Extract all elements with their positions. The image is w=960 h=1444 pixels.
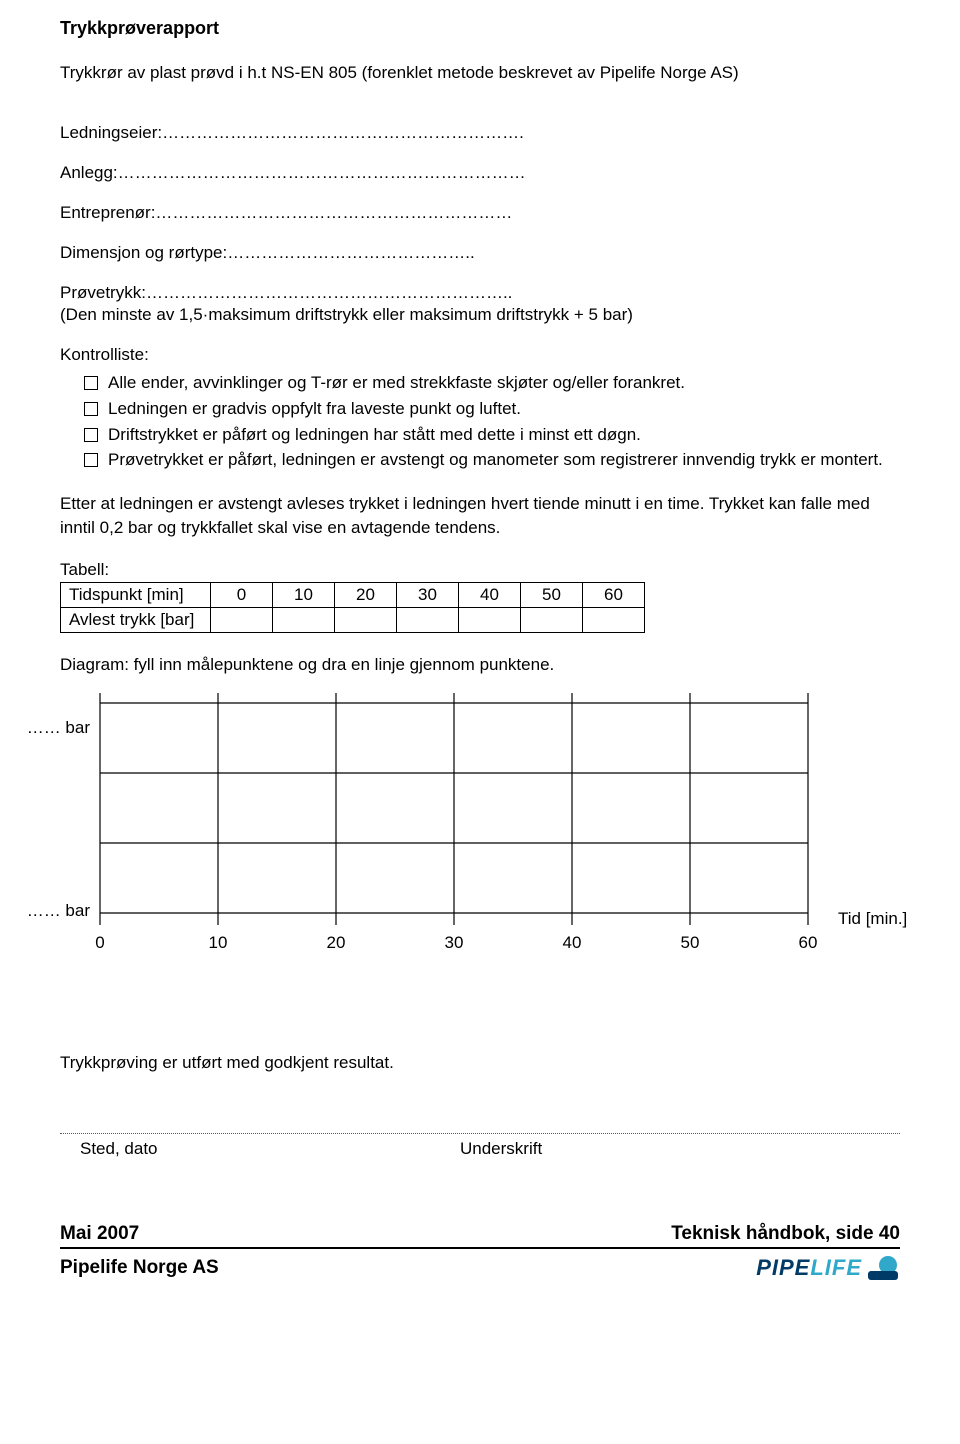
table-cell: 50 [521,582,583,607]
chart-grid [0,693,920,953]
table-cell: 0 [211,582,273,607]
table-cell: 20 [335,582,397,607]
checklist-head: Kontrolliste: [60,345,900,365]
field-note: (Den minste av 1,5·maksimum driftstrykk … [60,305,900,325]
page-footer: Mai 2007 Teknisk håndbok, side 40 Pipeli… [60,1223,900,1283]
x-tick-label: 50 [670,933,710,953]
check-item: Driftstrykket er påført og ledningen har… [60,423,900,447]
footer-page-ref: Teknisk håndbok, side 40 [671,1223,900,1245]
table-head: Tabell: [60,560,900,580]
table-row: Tidspunkt [min] 0 10 20 30 40 50 60 [61,582,645,607]
field-contractor: Entreprenør:……………………………………………………… [60,203,900,223]
table-cell: Tidspunkt [min] [61,582,211,607]
field-owner: Ledningseier:………………………………………………………. [60,123,900,143]
result-statement: Trykkprøving er utført med godkjent resu… [60,1053,900,1073]
table-cell [397,607,459,632]
footer-company: Pipelife Norge AS [60,1257,219,1279]
instruction-paragraph: Etter at ledningen er avstengt avleses t… [60,492,900,540]
field-dimension: Dimensjon og rørtype:…………………………………….. [60,243,900,263]
table-cell [459,607,521,632]
footer-date: Mai 2007 [60,1223,139,1245]
x-tick-label: 30 [434,933,474,953]
table-cell: 40 [459,582,521,607]
logo-icon [866,1253,900,1283]
field-plant: Anlegg:……………………………………………………………… [60,163,900,183]
x-tick-label: 20 [316,933,356,953]
report-subtitle: Trykkrør av plast prøvd i h.t NS-EN 805 … [60,63,900,83]
table-cell [521,607,583,632]
table-cell [335,607,397,632]
x-tick-label: 0 [80,933,120,953]
checklist: Alle ender, avvinklinger og T-rør er med… [60,371,900,472]
table-cell: 30 [397,582,459,607]
x-tick-label: 10 [198,933,238,953]
x-axis-caption: Tid [min.] [838,909,907,929]
signature-line [60,1133,900,1134]
report-title: Trykkprøverapport [60,18,900,39]
table-cell: 10 [273,582,335,607]
check-item: Prøvetrykket er påført, ledningen er avs… [60,448,900,472]
y-axis-label-upper: …… bar [0,718,90,738]
diagram-caption: Diagram: fyll inn målepunktene og dra en… [60,655,900,675]
table-cell [273,607,335,632]
table-cell: Avlest trykk [bar] [61,607,211,632]
check-item: Alle ender, avvinklinger og T-rør er med… [60,371,900,395]
check-item: Ledningen er gradvis oppfylt fra laveste… [60,397,900,421]
signature-row: Sted, dato Underskrift [60,1133,900,1183]
table-row: Avlest trykk [bar] [61,607,645,632]
signature-underskrift: Underskrift [460,1139,542,1159]
x-tick-label: 40 [552,933,592,953]
pipelife-logo: PIPELIFE [756,1253,900,1283]
signature-place-date: Sted, dato [80,1139,158,1159]
diagram-chart: …… bar …… bar 0 10 20 30 40 50 60 Tid [min.] [0,693,960,993]
y-axis-label-lower: …… bar [0,901,90,921]
table-cell: 60 [583,582,645,607]
field-testpressure: Prøvetrykk:……………………………………………………….. [60,283,900,303]
data-table: Tidspunkt [min] 0 10 20 30 40 50 60 Avle… [60,582,645,633]
x-tick-label: 60 [788,933,828,953]
table-cell [211,607,273,632]
table-cell [583,607,645,632]
logo-text: PIPELIFE [756,1255,862,1281]
